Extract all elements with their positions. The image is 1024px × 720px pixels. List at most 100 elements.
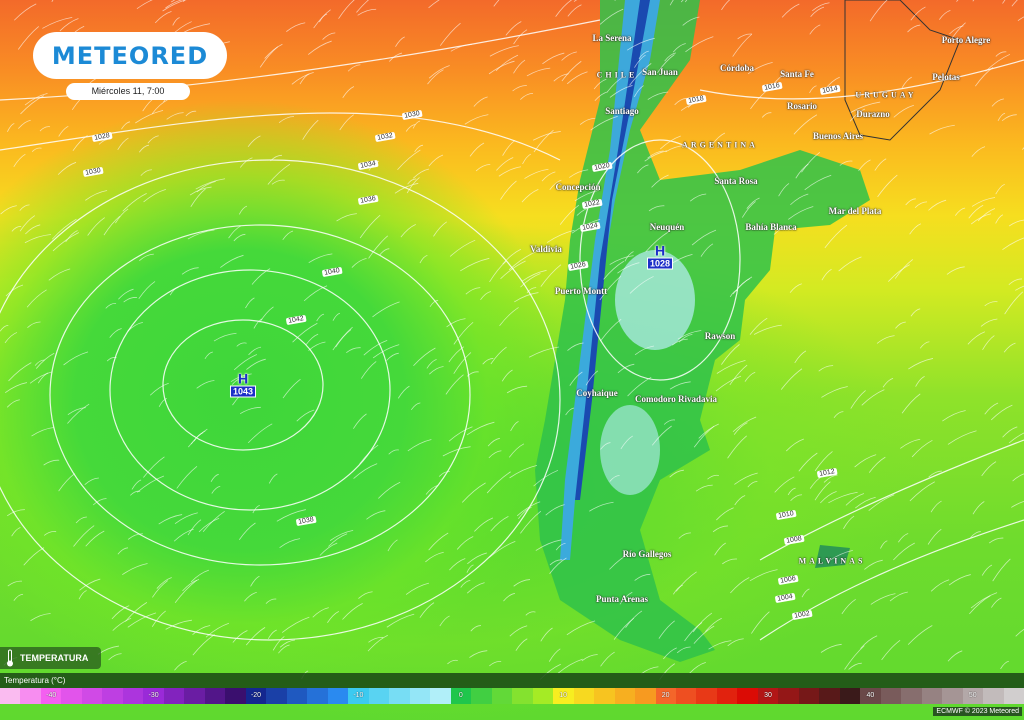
streamline — [292, 322, 318, 343]
legend-swatch — [327, 688, 349, 704]
streamline — [319, 13, 328, 23]
streamline — [378, 481, 401, 499]
streamline — [893, 104, 914, 118]
streamline — [695, 484, 713, 492]
high-pressure-letter: H — [654, 242, 666, 259]
streamline — [372, 301, 400, 318]
streamline — [915, 375, 925, 387]
streamline — [546, 229, 575, 243]
streamline — [278, 116, 295, 123]
streamline — [898, 533, 909, 543]
streamline — [118, 288, 134, 300]
streamline — [4, 332, 18, 344]
streamline — [569, 371, 583, 386]
streamline — [603, 260, 625, 280]
streamline — [316, 313, 325, 322]
streamline — [97, 645, 119, 655]
streamline — [65, 230, 78, 243]
streamline — [868, 494, 895, 512]
streamline — [1008, 278, 1022, 286]
streamline — [914, 201, 928, 209]
streamline — [174, 512, 198, 524]
streamline — [332, 326, 353, 351]
streamline — [669, 469, 684, 478]
streamline — [970, 213, 992, 225]
meteored-logo[interactable]: METEORED — [33, 32, 227, 79]
streamline — [1017, 16, 1024, 22]
streamline — [210, 473, 219, 482]
streamline — [708, 640, 732, 650]
streamline — [495, 54, 519, 72]
streamline — [626, 37, 655, 51]
streamline — [737, 33, 753, 40]
streamline — [869, 0, 888, 22]
streamline — [268, 473, 278, 484]
streamline — [379, 248, 390, 256]
streamline — [265, 598, 277, 604]
streamline — [508, 443, 525, 458]
legend-swatch — [942, 688, 963, 704]
high-pressure-value: 1028 — [646, 257, 674, 270]
streamline — [671, 338, 688, 346]
streamline — [449, 239, 476, 257]
streamline — [108, 653, 122, 661]
streamline — [919, 341, 930, 349]
streamline — [359, 214, 381, 239]
streamline — [488, 450, 502, 459]
streamline — [968, 204, 984, 219]
legend-swatch — [163, 688, 185, 704]
streamline — [789, 283, 802, 293]
streamline — [727, 435, 747, 459]
streamline — [741, 201, 756, 218]
streamline — [130, 490, 141, 496]
streamline — [470, 625, 481, 632]
streamline — [1002, 237, 1024, 251]
streamline — [244, 592, 257, 602]
streamline — [1015, 628, 1024, 637]
streamline — [181, 267, 199, 275]
streamline — [410, 402, 421, 411]
streamline — [600, 442, 611, 450]
streamline — [714, 542, 726, 556]
streamline — [48, 268, 71, 281]
streamline — [0, 324, 9, 332]
streamline — [887, 264, 910, 282]
streamline — [893, 542, 915, 561]
place-label: San Juan — [642, 67, 678, 77]
streamline — [282, 379, 301, 399]
streamline — [63, 351, 89, 366]
legend-swatch — [655, 688, 676, 704]
streamline — [656, 54, 675, 74]
streamline — [535, 539, 562, 551]
streamline — [172, 17, 180, 26]
streamline — [512, 85, 527, 92]
streamline — [954, 207, 966, 216]
streamline — [634, 54, 646, 68]
streamline — [620, 435, 633, 450]
streamline — [259, 46, 278, 68]
streamline — [117, 547, 129, 555]
place-label: Santiago — [605, 106, 639, 116]
streamline — [675, 571, 697, 592]
streamline — [971, 146, 986, 157]
layer-temperature-button[interactable]: TEMPERATURA — [0, 647, 101, 669]
legend-tick: 50 — [968, 692, 977, 699]
streamline — [845, 493, 865, 506]
streamline — [894, 259, 914, 279]
streamline — [541, 171, 556, 182]
streamline — [498, 166, 522, 177]
streamline — [910, 308, 921, 317]
streamline — [629, 63, 652, 86]
streamline — [526, 287, 537, 294]
streamline — [864, 559, 883, 570]
streamline — [419, 602, 435, 618]
streamline — [689, 193, 707, 202]
streamline — [609, 475, 620, 482]
streamline — [39, 126, 51, 132]
streamline — [801, 152, 821, 173]
streamline — [981, 461, 997, 477]
streamline — [308, 341, 326, 351]
streamline — [790, 494, 803, 502]
streamline — [868, 456, 886, 473]
